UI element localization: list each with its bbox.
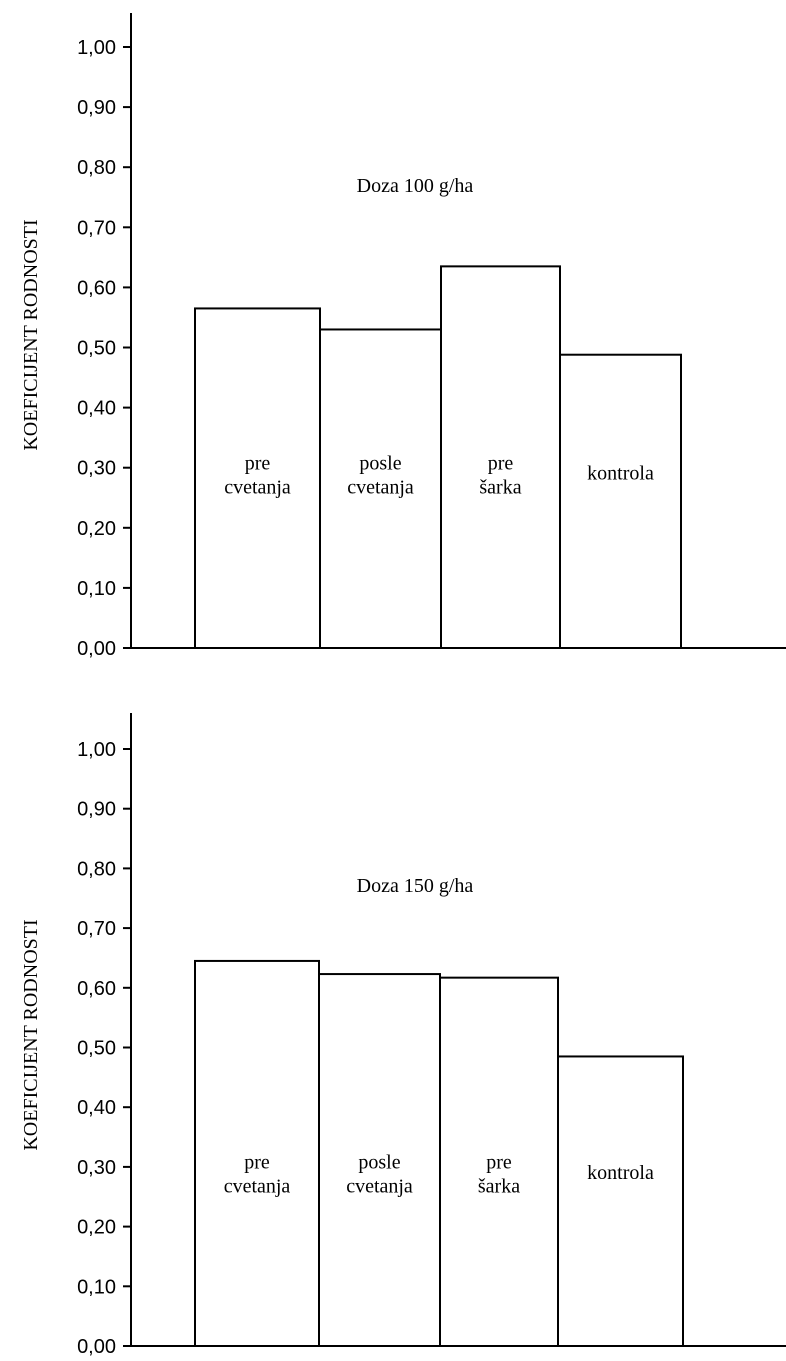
bar (319, 328, 442, 649)
bar (439, 976, 559, 1347)
y-axis-label: KOEFICIJENT RODNOSTI (20, 919, 42, 1150)
y-tick-label: 0,90 (77, 799, 116, 821)
bar-category-label-line: pre (244, 1152, 270, 1174)
y-tick-label: 0,60 (77, 978, 116, 1000)
bar-category-label-line: kontrola (587, 1162, 654, 1184)
bar (440, 265, 561, 649)
bar (559, 353, 682, 649)
y-tick-label: 0,20 (77, 518, 116, 540)
y-tick-label: 0,50 (77, 1038, 116, 1060)
y-tick-label: 0,00 (77, 1336, 116, 1358)
bar-category-label: kontrola (587, 1162, 654, 1184)
chart-panel-2: 0,00 0,10 0,20 0,30 0,40 0,50 0,60 0,70 0,80 0,90… (20, 713, 786, 1358)
y-tick-label: 0,40 (77, 1097, 116, 1119)
bar (194, 959, 320, 1347)
bar-category-label-line: cvetanja (224, 1176, 291, 1198)
bar-category-label-line: cvetanja (347, 477, 414, 499)
bar-category-label: posle cvetanja (346, 1152, 413, 1198)
chart-panel-1: 0,00 0,10 0,20 0,30 0,40 0,50 0,60 0,70 0,80 0,90… (20, 13, 786, 660)
bar-category-label-line: šarka (479, 477, 521, 499)
y-tick-label: 0,60 (77, 277, 116, 299)
y-tick-label: 0,90 (77, 97, 116, 119)
y-tick-label: 0,00 (77, 638, 116, 660)
y-tick-label: 1,00 (77, 739, 116, 761)
y-tick-label: 0,10 (77, 1276, 116, 1298)
bar (557, 1055, 684, 1347)
y-tick-label: 0,40 (77, 398, 116, 420)
bar-category-label-line: kontrola (587, 463, 654, 485)
dose-annotation: Doza 150 g/ha (357, 875, 474, 897)
bar-category-label: pre cvetanja (224, 453, 291, 499)
y-tick-label: 0,20 (77, 1217, 116, 1239)
y-tick-label: 0,80 (77, 157, 116, 179)
bar-category-label-line: cvetanja (346, 1176, 413, 1198)
y-tick-label: 0,30 (77, 1157, 116, 1179)
y-tick-label: 1,00 (77, 37, 116, 59)
y-tick-label: 0,70 (77, 217, 116, 239)
bar-category-label-line: šarka (478, 1176, 520, 1198)
bar-category-label-line: pre (245, 453, 271, 475)
bar-category-label-line: posle (359, 453, 401, 475)
y-tick-label: 0,30 (77, 458, 116, 480)
bar-category-label: pre šarka (479, 453, 521, 499)
bar (194, 307, 321, 649)
bar-category-label: pre cvetanja (224, 1152, 291, 1198)
bar-category-label: posle cvetanja (347, 453, 414, 499)
y-tick-label: 0,50 (77, 338, 116, 360)
y-tick-label: 0,10 (77, 578, 116, 600)
bar-category-label: kontrola (587, 463, 654, 485)
y-axis-label: KOEFICIJENT RODNOSTI (20, 219, 42, 450)
bar-category-label-line: cvetanja (224, 477, 291, 499)
bar-category-label: pre šarka (478, 1152, 520, 1198)
bar-category-label-line: pre (488, 453, 514, 475)
y-tick-label: 0,70 (77, 918, 116, 940)
bar-category-label-line: posle (358, 1152, 400, 1174)
dose-annotation: Doza 100 g/ha (357, 175, 474, 197)
bar-category-label-line: pre (486, 1152, 512, 1174)
y-tick-label: 0,80 (77, 858, 116, 880)
